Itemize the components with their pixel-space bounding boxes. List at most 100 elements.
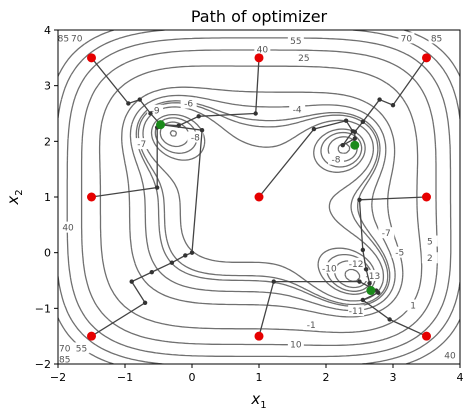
path-step-point — [253, 111, 258, 116]
chart-title: Path of optimizer — [191, 7, 328, 26]
path-step-point — [352, 136, 358, 141]
contour-label: 2 — [427, 254, 433, 264]
x-axis-label-sub: 1 — [260, 400, 266, 411]
contour-label-bg — [133, 138, 150, 150]
contour-lines — [58, 30, 460, 364]
contour-line — [58, 30, 460, 364]
contour-label-bg — [295, 51, 312, 63]
y-tick-label: 4 — [44, 24, 51, 37]
start-point — [422, 331, 431, 341]
contour-label-bg — [287, 338, 304, 350]
contour-label: -11 — [349, 307, 364, 317]
path-step-point — [343, 118, 349, 123]
x-tick-label: 3 — [390, 371, 397, 384]
optimizer-path — [354, 57, 428, 146]
contour-label-bg — [56, 342, 73, 354]
y-axis-label-main: x — [4, 196, 22, 206]
contour-line — [80, 49, 438, 347]
contour-label: -1 — [307, 321, 316, 331]
contour-label-bg — [68, 32, 85, 44]
contour-label-bg — [287, 35, 304, 47]
start-point — [422, 53, 431, 63]
contour-label-bg — [398, 32, 415, 44]
start-point — [254, 331, 264, 341]
start-point — [87, 192, 96, 202]
path-step-point — [271, 279, 276, 284]
optimizer-path — [91, 123, 203, 337]
contour-label: -10 — [322, 264, 337, 274]
contour-label-bg — [303, 319, 320, 331]
path-step-point — [126, 101, 131, 106]
contour-label: 70 — [71, 34, 83, 44]
path-step-point — [364, 267, 369, 272]
contour-line — [98, 65, 423, 334]
path-step-point — [357, 197, 362, 202]
path-step-point — [148, 111, 153, 116]
contour-label-bg — [348, 257, 365, 269]
contour-label-bg — [364, 270, 381, 282]
contour-label: -13 — [366, 272, 381, 282]
path-step-point — [129, 279, 134, 284]
contour-label: 1 — [410, 302, 416, 312]
contour-label: 5 — [427, 238, 433, 248]
contour-label-bg — [289, 103, 306, 115]
contour-label-bg — [428, 32, 445, 44]
x-tick-label: 4 — [457, 371, 464, 384]
start-point — [422, 192, 431, 202]
contour-label-bg — [60, 221, 77, 233]
minimum-point — [156, 120, 166, 130]
contour-label: 40 — [257, 45, 269, 55]
path-step-point — [169, 260, 175, 265]
contour-label: 55 — [76, 344, 87, 354]
y-axis-label-sub: 2 — [14, 189, 25, 195]
contour-label: 10 — [290, 341, 302, 351]
contour-label-bg — [321, 262, 338, 274]
path-step-point — [360, 297, 366, 303]
start-point — [87, 53, 96, 63]
y-axis-label: x2 — [4, 189, 25, 205]
start-point — [254, 192, 264, 202]
contour-label: 70 — [59, 344, 71, 354]
optimizer-path — [91, 124, 161, 198]
contour-label: -6 — [184, 99, 193, 109]
path-step-point — [154, 185, 160, 190]
contour-label-bg — [441, 349, 458, 361]
contour-label: 85 — [431, 34, 442, 44]
contour-label: -8 — [332, 156, 341, 166]
path-step-point — [377, 97, 382, 102]
contour-label-bg — [55, 32, 72, 44]
y-tick-label: 2 — [44, 135, 51, 148]
contour-label-bg — [56, 353, 73, 365]
contour-label: -12 — [349, 260, 364, 270]
contour-label-bg — [187, 131, 204, 143]
x-tick-label: 2 — [323, 371, 330, 384]
contour-label: 85 — [58, 34, 69, 44]
contour-label-bg — [405, 299, 422, 311]
path-step-point — [350, 129, 355, 134]
path-step-point — [390, 102, 396, 108]
contour-label: -4 — [293, 106, 302, 116]
contour-line — [150, 113, 376, 295]
contour-label: 85 — [59, 356, 70, 366]
contour-label: 55 — [290, 37, 301, 47]
y-tick-label: 0 — [44, 247, 51, 260]
contour-line — [129, 94, 396, 312]
path-step-point — [142, 300, 148, 305]
minimum-point — [366, 286, 376, 296]
x-axis-label-main: x — [250, 390, 260, 408]
contour-label-bg — [391, 246, 408, 258]
path-step-point — [149, 269, 154, 275]
contour-label-bg — [180, 97, 197, 109]
x-axis-label: x1 — [250, 390, 266, 411]
contour-label: 25 — [298, 54, 309, 64]
contour-line — [142, 106, 385, 302]
x-axis-ticks: −2 −1 0 1 2 3 4 — [50, 364, 464, 384]
path-step-point — [360, 119, 366, 125]
contour-label-bg — [378, 227, 395, 239]
x-tick-label: 0 — [189, 371, 196, 384]
contour-line — [154, 117, 373, 292]
path-step-point — [360, 247, 366, 253]
